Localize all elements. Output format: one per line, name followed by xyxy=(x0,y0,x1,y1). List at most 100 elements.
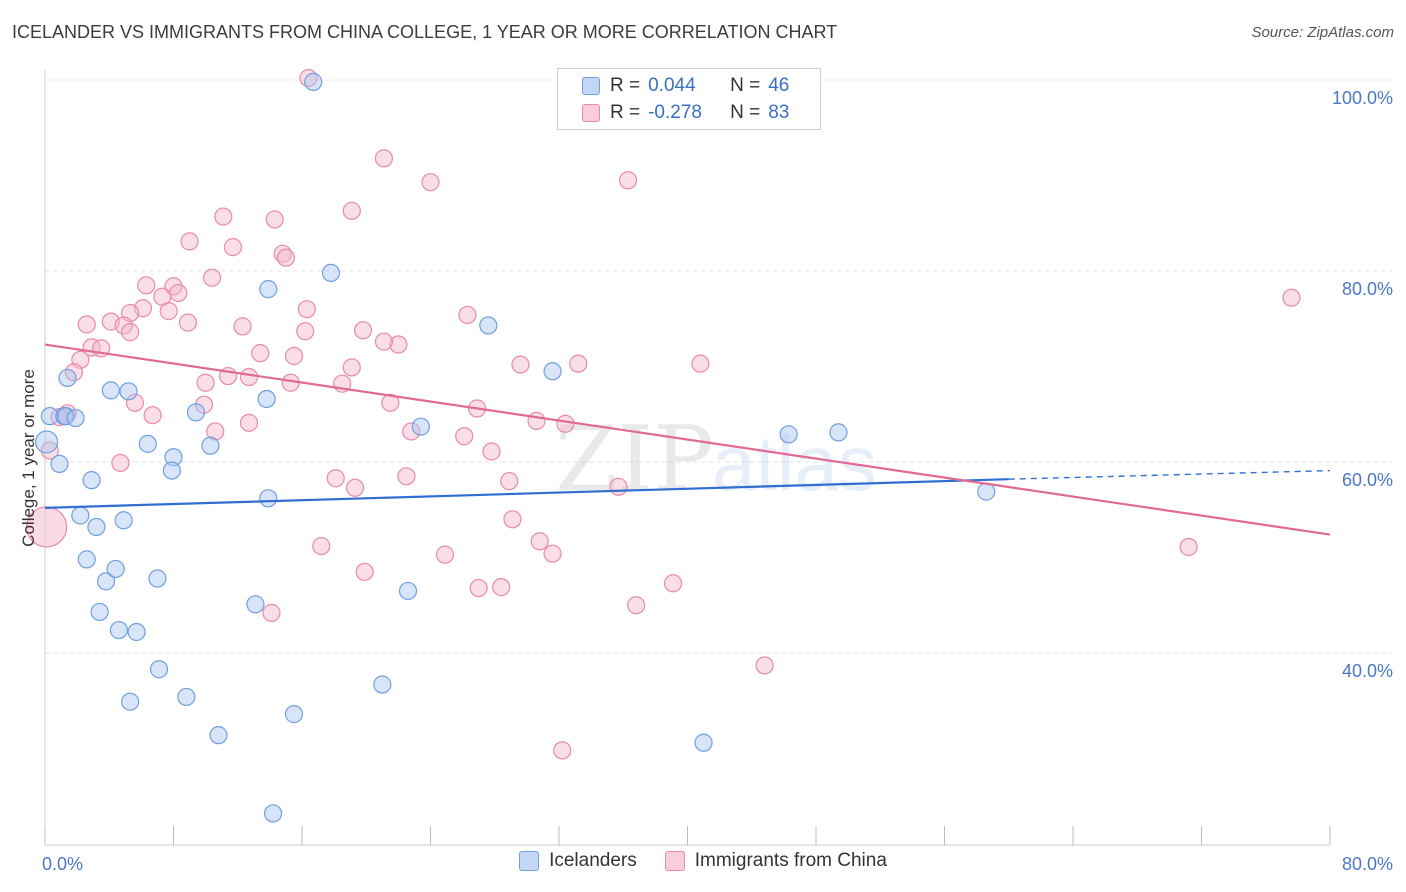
legend-r-label: R = xyxy=(610,102,641,123)
legend-swatch-china xyxy=(664,851,685,871)
china-point xyxy=(389,335,408,354)
legend-n-label: N = xyxy=(730,75,761,96)
icelander-point xyxy=(209,726,228,745)
icelander-point xyxy=(694,733,713,752)
legend-r-label: R = xyxy=(610,75,641,96)
china-point xyxy=(276,248,296,267)
icelander-point xyxy=(263,804,283,823)
china-point xyxy=(755,656,774,675)
legend-row-icelanders: R = 0.044 N = 46 xyxy=(582,73,789,99)
china-point xyxy=(421,173,440,192)
china-point xyxy=(1179,537,1198,557)
icelander-point xyxy=(50,454,69,474)
x-tick-label: 80.0% xyxy=(1342,854,1393,874)
icelander-point xyxy=(304,72,323,92)
china-point xyxy=(530,532,549,551)
china-point xyxy=(77,315,96,334)
icelander-point xyxy=(257,389,276,409)
china-point xyxy=(609,477,628,496)
china-point xyxy=(503,510,522,529)
y-tick-label: 100.0% xyxy=(1332,88,1393,108)
china-point xyxy=(353,321,373,340)
icelander-point xyxy=(321,263,341,283)
icelander-point xyxy=(201,436,220,455)
china-point xyxy=(691,354,710,373)
legend-row-china: R = -0.278 N = 83 xyxy=(582,100,789,126)
china-point xyxy=(355,562,374,581)
icelander-point xyxy=(284,705,304,724)
china-point xyxy=(312,536,331,556)
china-point xyxy=(159,302,178,321)
china-point xyxy=(239,413,259,432)
china-point xyxy=(553,741,572,760)
y-tick-labels: 40.0% 60.0% 80.0% 100.0% xyxy=(1332,88,1393,681)
china-point xyxy=(223,238,243,257)
legend-item-icelanders[interactable]: Icelanders xyxy=(519,850,637,872)
china-point xyxy=(374,332,394,351)
china-point xyxy=(618,171,638,190)
china-point xyxy=(111,453,130,473)
china-point xyxy=(284,346,304,366)
china-point xyxy=(265,210,284,229)
icelander-point xyxy=(114,511,133,530)
icelander-point xyxy=(411,417,430,436)
y-tick-label: 40.0% xyxy=(1342,661,1393,681)
icelander-point xyxy=(148,569,167,588)
icelander-point xyxy=(138,434,157,453)
icelander-point xyxy=(829,423,848,442)
china-point xyxy=(180,232,199,251)
y-tick-label: 60.0% xyxy=(1342,470,1393,490)
icelander-point xyxy=(543,362,562,381)
icelander-point xyxy=(373,675,392,694)
grid-lines xyxy=(45,79,1392,654)
legend-r-value: 0.044 xyxy=(648,75,696,96)
china-point xyxy=(143,406,162,425)
china-point xyxy=(121,323,140,342)
icelander-point xyxy=(109,620,128,640)
icelander-point xyxy=(101,381,120,400)
icelander-point xyxy=(96,572,116,591)
icelander-point xyxy=(259,489,278,508)
china-point xyxy=(397,467,416,486)
china-point xyxy=(381,393,400,412)
china-point xyxy=(482,442,501,461)
x-tick-label: 0.0% xyxy=(42,854,83,874)
legend-swatch-icelanders xyxy=(582,77,600,95)
legend-label-china: Immigrants from China xyxy=(694,850,887,871)
china-point xyxy=(169,283,188,303)
trend-lines xyxy=(44,343,1331,536)
icelander-point xyxy=(149,660,169,679)
icelander-point xyxy=(259,280,278,299)
icelander-point xyxy=(87,517,106,537)
china-point xyxy=(178,313,198,332)
series-legend: Icelanders Immigrants from China xyxy=(0,850,1406,872)
legend-item-china[interactable]: Immigrants from China xyxy=(664,850,887,872)
legend-r-value: -0.278 xyxy=(648,102,702,123)
china-point xyxy=(569,354,588,373)
icelander-points xyxy=(35,72,996,823)
china-point xyxy=(239,367,259,387)
china-point xyxy=(125,393,145,412)
icelander-point xyxy=(40,407,59,426)
icelander-trend-line xyxy=(44,478,1009,509)
icelander-point xyxy=(479,316,498,335)
icelander-point xyxy=(177,687,196,707)
china-point xyxy=(511,355,530,374)
china-point xyxy=(137,276,156,295)
china-point xyxy=(402,422,421,441)
icelander-point xyxy=(119,382,138,401)
china-point xyxy=(233,317,252,336)
icelander-point xyxy=(779,425,798,444)
china-point xyxy=(342,358,361,377)
y-axis-title: College, 1 year or more xyxy=(19,369,38,547)
china-point xyxy=(114,316,133,335)
icelander-point xyxy=(66,408,85,428)
chart-source: Source: ZipAtlas.com xyxy=(1251,24,1394,41)
china-point xyxy=(455,427,474,446)
china-point xyxy=(500,472,519,491)
icelander-point xyxy=(162,461,181,480)
chart-title: ICELANDER VS IMMIGRANTS FROM CHINA COLLE… xyxy=(12,22,838,42)
legend-n-value: 83 xyxy=(768,102,790,123)
icelander-point xyxy=(58,368,77,388)
y-tick-label: 80.0% xyxy=(1342,279,1393,299)
